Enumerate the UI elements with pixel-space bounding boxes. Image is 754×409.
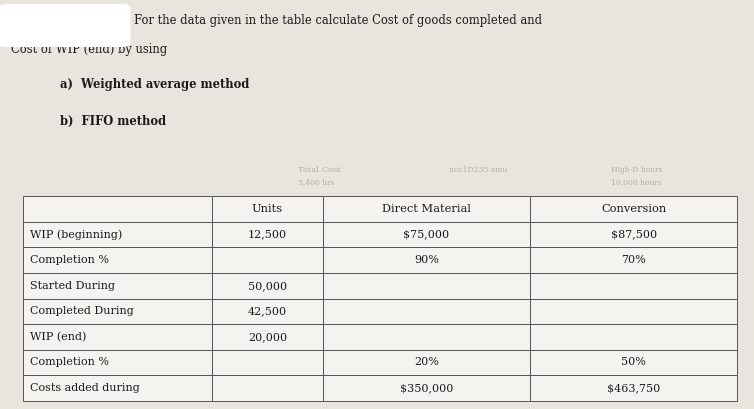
FancyBboxPatch shape <box>0 4 130 47</box>
Text: WIP (beginning): WIP (beginning) <box>30 229 122 240</box>
Bar <box>23 273 212 299</box>
Text: 70%: 70% <box>621 255 646 265</box>
Bar <box>212 324 323 350</box>
Bar <box>23 375 212 401</box>
Bar <box>323 222 530 247</box>
Text: 10,000 hours: 10,000 hours <box>611 178 661 186</box>
Text: Conversion: Conversion <box>601 204 667 214</box>
Text: 20,000: 20,000 <box>248 332 287 342</box>
Bar <box>23 299 212 324</box>
Bar <box>530 350 737 375</box>
Text: 42,500: 42,500 <box>248 306 287 316</box>
Text: 20%: 20% <box>414 357 439 367</box>
Bar <box>530 196 737 222</box>
Bar <box>212 196 323 222</box>
Bar <box>23 196 212 222</box>
Text: WIP (end): WIP (end) <box>30 332 87 342</box>
Bar <box>212 273 323 299</box>
Text: 50%: 50% <box>621 357 646 367</box>
Bar <box>323 273 530 299</box>
Text: three: three <box>166 317 186 325</box>
Text: Units: Units <box>252 204 283 214</box>
Text: depreciation accounts: depreciation accounts <box>166 346 251 354</box>
Text: nce1D235 amu: nce1D235 amu <box>449 166 507 174</box>
Text: 90%: 90% <box>414 255 439 265</box>
Text: Completion %: Completion % <box>30 255 109 265</box>
Text: Completion %: Completion % <box>30 357 109 367</box>
Bar <box>530 222 737 247</box>
Bar <box>23 324 212 350</box>
Bar <box>323 196 530 222</box>
Bar <box>212 222 323 247</box>
Text: High-D hours: High-D hours <box>611 166 662 174</box>
Text: Cost of WIP (end) by using: Cost of WIP (end) by using <box>11 43 167 56</box>
Bar <box>530 273 737 299</box>
Text: a)  Weighted average method: a) Weighted average method <box>60 78 250 91</box>
Text: For the data given in the table calculate Cost of goods completed and: For the data given in the table calculat… <box>134 14 542 27</box>
Bar <box>530 247 737 273</box>
Bar <box>23 222 212 247</box>
Bar <box>212 299 323 324</box>
Text: Department B: Department B <box>490 256 544 264</box>
Bar <box>23 247 212 273</box>
Bar <box>323 350 530 375</box>
Text: $87,500: $87,500 <box>611 230 657 240</box>
Text: 5,400 hrs: 5,400 hrs <box>298 178 334 186</box>
Bar <box>323 247 530 273</box>
Bar <box>323 324 530 350</box>
Text: 12,500: 12,500 <box>248 230 287 240</box>
Bar <box>212 375 323 401</box>
Text: Completed During: Completed During <box>30 306 134 316</box>
Text: $463,750: $463,750 <box>607 383 661 393</box>
Bar <box>212 247 323 273</box>
Text: e letters: e letters <box>68 370 100 378</box>
Text: Direct Material: Direct Material <box>382 204 471 214</box>
Text: some units: some units <box>162 211 201 219</box>
Text: 50,000: 50,000 <box>248 281 287 291</box>
Text: Total Cost: Total Cost <box>298 166 341 174</box>
Bar <box>212 350 323 375</box>
Text: Started During: Started During <box>30 281 115 291</box>
Bar <box>530 375 737 401</box>
Bar <box>23 350 212 375</box>
Bar <box>530 299 737 324</box>
Bar <box>530 324 737 350</box>
Text: 10,000 units: 10,000 units <box>339 346 388 354</box>
Text: Department A: Department A <box>256 256 311 264</box>
Text: 2,000 hours: 2,000 hours <box>264 284 310 292</box>
Bar <box>323 299 530 324</box>
Text: $75,000: $75,000 <box>403 230 449 240</box>
Text: 1,000: 1,000 <box>241 370 263 378</box>
Text: Used by Departments A and B of: Used by Departments A and B of <box>264 219 390 227</box>
Bar <box>323 375 530 401</box>
Text: Costs added during: Costs added during <box>30 383 140 393</box>
Text: $350,000: $350,000 <box>400 383 453 393</box>
Text: 1,00,000 units: 1,00,000 units <box>271 317 327 325</box>
Text: b)  FIFO method: b) FIFO method <box>60 115 167 128</box>
